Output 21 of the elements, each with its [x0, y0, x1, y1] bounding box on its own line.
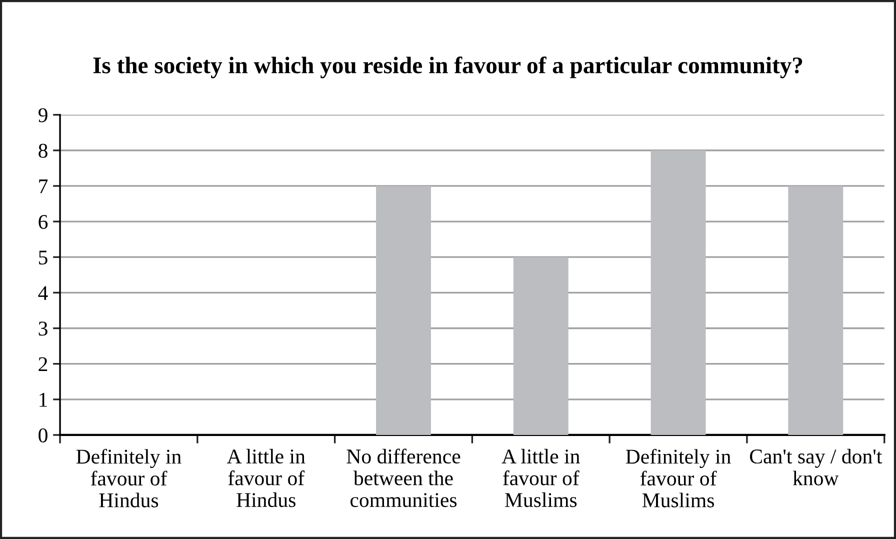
y-tick-label: 5 — [39, 250, 48, 265]
x-tick-label: A little in favour of Muslims — [502, 448, 580, 508]
x-tick-label: Can't say / don't know — [750, 448, 882, 486]
bar — [376, 186, 431, 435]
y-tick-label: 0 — [38, 428, 48, 442]
x-tick-label: A little in favour of Hindus — [226, 448, 306, 508]
y-tick-label: 3 — [38, 322, 48, 336]
bar — [788, 186, 844, 435]
y-tick-label: 4 — [38, 286, 48, 300]
chart-title: Is the society in which you reside in favour of a particular community? — [93, 56, 802, 78]
x-tick-label: Definitely in favour of Muslims — [626, 448, 731, 508]
x-tick-label: No difference between the communities — [346, 448, 460, 508]
bar — [650, 150, 706, 435]
y-tick-label: 8 — [38, 144, 48, 158]
y-tick-label: 6 — [38, 214, 48, 229]
x-tick-label: Definitely in favour of Hindus — [76, 448, 182, 508]
y-tick-label: 9 — [38, 108, 48, 122]
y-tick-label: 7 — [39, 180, 48, 194]
y-tick-label: 1 — [40, 392, 47, 407]
bar — [513, 257, 568, 435]
y-tick-label: 2 — [38, 357, 48, 372]
